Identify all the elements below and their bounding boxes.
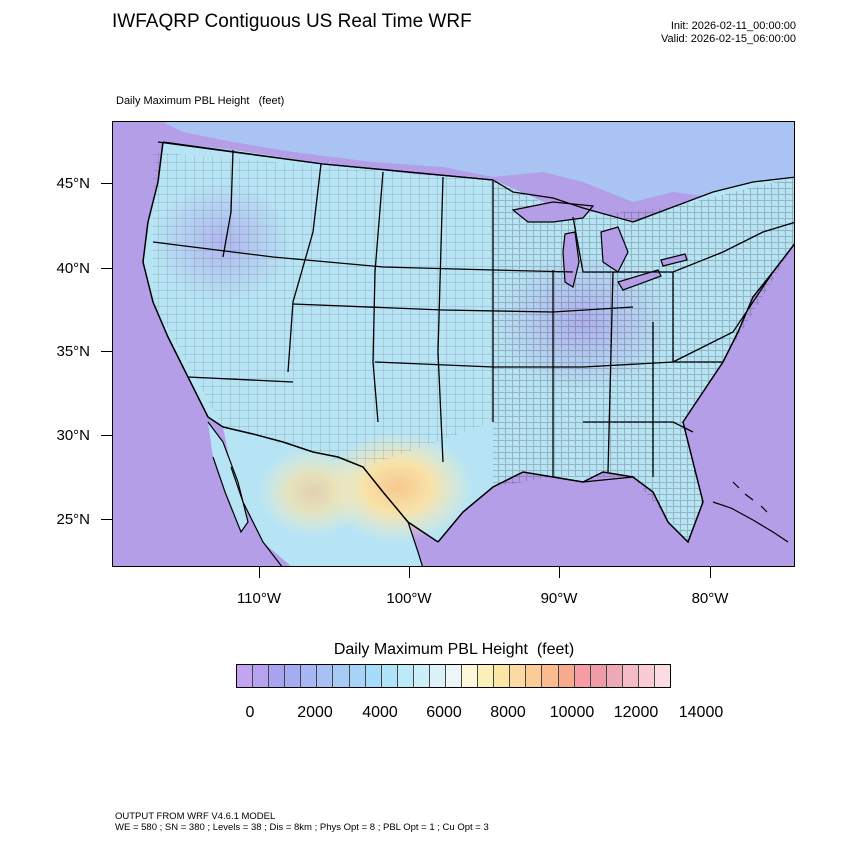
colorbar-swatch-15 (478, 665, 495, 687)
map-svg (113, 122, 794, 566)
colorbar-swatch-13 (446, 665, 463, 687)
lon-tick-90w (559, 567, 560, 578)
colorbar-swatch-21 (574, 665, 591, 687)
init-time: Init: 2026-02-11_00:00:00 (670, 20, 796, 32)
baja-land (208, 422, 248, 532)
lake-erie (617, 269, 662, 291)
colorbar-swatch-18 (526, 665, 543, 687)
lat-tick-40 (101, 268, 112, 269)
colorbar-swatch-5 (317, 665, 334, 687)
us-mexico-border (222, 426, 439, 543)
lat-label-45: 45°N (56, 175, 90, 192)
colorbar-label-2000: 2000 (297, 704, 333, 721)
west-coastline (142, 141, 224, 428)
valid-time: Valid: 2026-02-15_06:00:00 (661, 33, 796, 45)
baja-coastline (207, 421, 249, 534)
colorbar-swatch-22 (590, 665, 607, 687)
colorbar-swatch-2 (269, 665, 286, 687)
time-info: Init: 2026-02-11_00:00:00 Valid: 2026-02… (661, 20, 796, 46)
colorbar-label-4000: 4000 (362, 704, 398, 721)
colorbar-swatch-4 (301, 665, 318, 687)
lon-tick-110w (259, 567, 260, 578)
canada-land (163, 122, 794, 202)
colorbar-title: Daily Maximum PBL Height (feet) (333, 641, 575, 658)
lon-label-90w: 90°W (540, 590, 578, 607)
lat-label-40: 40°N (56, 260, 90, 277)
colorbar (236, 664, 671, 688)
colorbar-swatch-25 (638, 665, 656, 687)
colorbar-swatch-19 (542, 665, 559, 687)
colorbar-swatch-16 (494, 665, 511, 687)
colorbar-label-0: 0 (245, 704, 255, 721)
lat-tick-30 (101, 435, 112, 436)
lon-label-100w: 100°W (386, 590, 432, 607)
lat-tick-35 (101, 351, 112, 352)
colorbar-swatch-17 (510, 665, 527, 687)
colorbar-swatch-6 (333, 665, 350, 687)
mexico-gulf-coastline (407, 521, 424, 566)
colorbar-swatch-10 (397, 665, 414, 687)
colorbar-swatch-20 (558, 665, 575, 687)
county-lines-west (153, 152, 493, 467)
caribbean-islands (712, 481, 789, 543)
lat-label-35: 35°N (56, 343, 90, 360)
colorbar-label-10000: 10000 (549, 704, 595, 721)
colorbar-swatch-1 (253, 665, 270, 687)
colorbar-swatch-3 (285, 665, 302, 687)
colorbar-swatch-12 (429, 665, 447, 687)
map-panel (112, 121, 795, 567)
colorbar-swatch-7 (349, 665, 366, 687)
colorbar-swatch-24 (622, 665, 639, 687)
colorbar-swatch-26 (655, 665, 671, 687)
footer-line-1: OUTPUT FROM WRF V4.6.1 MODEL (115, 811, 276, 822)
lake-huron (600, 226, 629, 273)
colorbar-swatch-0 (237, 665, 254, 687)
lon-tick-100w (409, 567, 410, 578)
colorbar-label-6000: 6000 (426, 704, 462, 721)
east-coastline (437, 243, 794, 544)
lake-michigan (562, 231, 580, 288)
colorbar-swatch-11 (413, 665, 430, 687)
lat-tick-25 (101, 519, 112, 520)
lake-ontario (660, 253, 688, 267)
lat-label-25: 25°N (56, 511, 90, 528)
us-canada-border (157, 141, 794, 223)
colorbar-swatch-9 (381, 665, 398, 687)
field-subtitle: Daily Maximum PBL Height (feet) (116, 95, 285, 107)
model-footer: OUTPUT FROM WRF V4.6.1 MODEL WE = 580 ; … (115, 811, 489, 833)
lon-tick-80w (710, 567, 711, 578)
lon-label-110w: 110°W (236, 590, 282, 607)
colorbar-swatch-14 (462, 665, 479, 687)
lat-tick-45 (101, 183, 112, 184)
colorbar-swatch-23 (606, 665, 623, 687)
colorbar-label-8000: 8000 (490, 704, 526, 721)
colorbar-label-12000: 12000 (613, 704, 659, 721)
plot-title: IWFAQRP Contiguous US Real Time WRF (112, 11, 472, 32)
colorbar-label-14000: 14000 (678, 704, 724, 721)
mexico-pacific-coastline (230, 466, 283, 566)
footer-line-2: WE = 580 ; SN = 380 ; Levels = 38 ; Dis … (115, 822, 489, 833)
west-high-pbl (258, 447, 368, 537)
colorbar-swatch-8 (365, 665, 382, 687)
lat-label-30: 30°N (56, 427, 90, 444)
lon-label-80w: 80°W (691, 590, 729, 607)
